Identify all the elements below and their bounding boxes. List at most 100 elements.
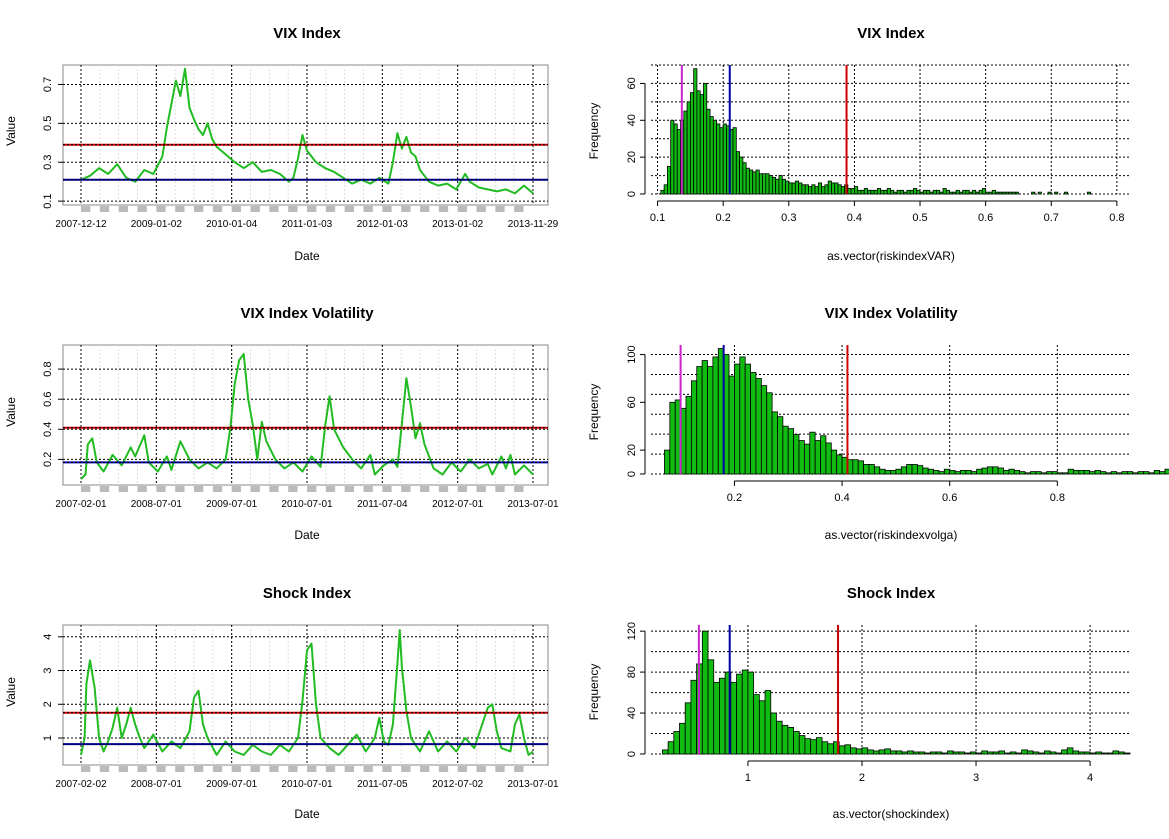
- date-bar-segment: [156, 766, 166, 772]
- histogram-bar: [916, 189, 921, 195]
- date-bar-segment: [467, 486, 477, 492]
- histogram-bar: [969, 751, 977, 755]
- histogram-bar: [1031, 191, 1036, 195]
- x-date-label: 2007-12-12: [55, 219, 107, 230]
- histogram-bar: [893, 191, 898, 195]
- date-bar-segment: [165, 766, 176, 772]
- histogram-bar: [1078, 751, 1085, 755]
- histogram-bar: [696, 90, 701, 195]
- date-bar-segment: [165, 486, 176, 492]
- x-tick-label: 0.2: [727, 492, 742, 504]
- histogram-bar: [827, 743, 834, 755]
- histogram-bar: [793, 434, 800, 475]
- y-tick-label: 0.1: [42, 193, 54, 208]
- date-bar-segment: [504, 486, 515, 492]
- x-tick-label: 0.6: [942, 492, 957, 504]
- histogram-bar: [1143, 471, 1150, 475]
- histogram-bar: [998, 191, 1003, 195]
- histogram-bar: [981, 467, 988, 475]
- histogram-bar: [781, 178, 786, 195]
- histogram-bar: [734, 363, 741, 475]
- date-bar-segment: [344, 766, 355, 772]
- histogram-bar: [836, 454, 843, 475]
- date-bar-segment: [448, 486, 458, 492]
- histogram-bar: [719, 127, 724, 195]
- histogram-bar: [857, 460, 864, 475]
- date-bar-segment: [297, 206, 307, 212]
- date-bar-segment: [231, 206, 242, 212]
- histogram-bar: [872, 750, 880, 755]
- histogram-bar: [764, 690, 772, 755]
- plot-frame: [62, 344, 549, 486]
- date-bar-segment: [485, 486, 496, 492]
- histogram-bar: [663, 184, 668, 195]
- histogram-bar: [770, 712, 777, 755]
- date-bar-segment: [222, 206, 232, 212]
- x-tick-label: 3: [973, 772, 979, 784]
- histogram-bar: [1040, 472, 1047, 475]
- date-bar-segment: [288, 766, 298, 772]
- histogram-bar: [808, 186, 813, 195]
- date-bar-segment: [354, 766, 364, 772]
- histogram-bar: [788, 182, 793, 195]
- date-bar-segment: [156, 206, 166, 212]
- y-tick-label: 20: [626, 444, 638, 456]
- histogram-bar: [689, 92, 695, 195]
- histogram-bar: [949, 191, 954, 195]
- date-bar-segment: [335, 486, 345, 492]
- date-bar-segment: [231, 766, 242, 772]
- histogram-bar: [781, 724, 789, 755]
- x-date-label: 2013-07-01: [507, 499, 559, 510]
- histogram-bar: [728, 375, 735, 475]
- histogram-bar: [884, 470, 891, 475]
- histogram-bar: [683, 110, 688, 195]
- histogram-bar: [863, 464, 870, 475]
- histogram-bar: [685, 395, 692, 475]
- histogram-bar: [954, 471, 961, 475]
- chart-title: VIX Index: [273, 25, 341, 42]
- histogram-bar: [922, 467, 929, 475]
- histogram-bar: [1019, 471, 1026, 475]
- histogram-bar: [768, 175, 773, 195]
- histogram-bar: [896, 189, 901, 195]
- date-bar-segment: [429, 206, 439, 212]
- date-bar-segment: [391, 766, 402, 772]
- date-bar-segment: [354, 486, 364, 492]
- histogram-bar: [960, 470, 967, 475]
- histogram-bar: [890, 750, 897, 755]
- date-bar-segment: [231, 486, 242, 492]
- histogram-bar: [1148, 472, 1155, 475]
- vix-volatility-histogram: VIX Index Volatility as.vector(riskindex…: [587, 305, 1169, 542]
- x-tick-label: 0.4: [834, 492, 849, 504]
- histogram-bar: [673, 731, 680, 755]
- y-tick-label: 2: [42, 701, 54, 707]
- x-date-label: 2008-07-01: [131, 779, 183, 790]
- x-tick-label: 0.1: [650, 212, 665, 224]
- histogram-bar: [709, 116, 714, 195]
- histogram-bar: [924, 752, 931, 755]
- histogram-bar: [955, 189, 960, 195]
- date-bar-segment: [241, 766, 251, 772]
- histogram-bar: [965, 189, 970, 195]
- histogram-bar: [873, 189, 878, 195]
- date-bar-segment: [288, 206, 298, 212]
- x-date-label: 2012-07-01: [432, 499, 484, 510]
- histogram-bar: [883, 189, 888, 195]
- date-bar-segment: [109, 766, 119, 772]
- date-bar-segment: [259, 766, 270, 772]
- histogram-bar: [861, 747, 869, 755]
- date-bar-segment: [438, 206, 449, 212]
- histogram-bar: [787, 428, 795, 475]
- date-bar-segment: [457, 206, 468, 212]
- histogram-bar: [873, 466, 881, 475]
- date-bar-segment: [420, 486, 430, 492]
- histogram-bar: [981, 750, 988, 755]
- date-bar-segment: [99, 766, 110, 772]
- histogram-bar: [912, 751, 920, 755]
- histogram-bar: [1051, 471, 1058, 475]
- histogram-bar: [830, 449, 838, 475]
- histogram-bar: [1083, 470, 1091, 475]
- histogram-bar: [850, 188, 855, 195]
- histogram-bar: [880, 189, 885, 195]
- date-bar-segment: [307, 486, 317, 492]
